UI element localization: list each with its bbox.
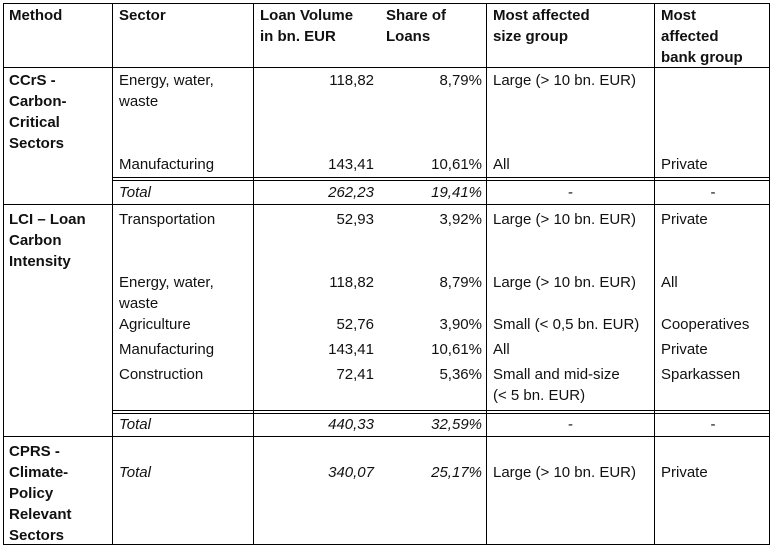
header-method: Method — [9, 7, 63, 24]
total-share: 32,59% — [431, 416, 482, 433]
total-volume: 340,07 — [328, 464, 374, 481]
header-bank-group-2: affected — [661, 28, 719, 45]
size-cell: Small (< 0,5 bn. EUR) — [493, 316, 640, 333]
total-size: - — [568, 184, 573, 201]
row-divider — [113, 410, 769, 411]
sector-cell: Agriculture — [119, 316, 191, 333]
size-cell: Small and mid-size — [493, 366, 620, 383]
volume-cell: 52,76 — [336, 316, 374, 333]
method-ccrs: Sectors — [9, 135, 65, 152]
volume-cell: 143,41 — [328, 341, 374, 358]
bank-cell: Private — [661, 464, 708, 481]
method-lci: LCI – Loan — [9, 211, 86, 228]
header-bank-group-3: bank group — [661, 49, 743, 66]
sector-cell: Energy, water, — [119, 274, 214, 291]
row-divider — [113, 413, 769, 414]
total-label: Total — [119, 416, 151, 433]
total-bank: - — [710, 416, 716, 433]
sector-cell: Construction — [119, 366, 204, 383]
sector-cell: Transportation — [119, 211, 216, 228]
bank-cell: Private — [661, 211, 708, 228]
bank-cell: Sparkassen — [661, 366, 741, 383]
header-loan-volume: Loan Volume — [260, 7, 354, 24]
total-label: Total — [119, 184, 151, 201]
row-divider — [4, 204, 769, 205]
sector-cell: Energy, water, — [119, 72, 214, 89]
method-lci: Intensity — [9, 253, 71, 270]
share-cell: 3,92% — [439, 211, 482, 228]
size-cell: All — [493, 156, 510, 173]
header-loan-volume-unit: in bn. EUR — [260, 28, 336, 45]
method-ccrs: CCrS - — [9, 72, 56, 89]
row-divider — [113, 180, 769, 181]
total-share: 19,41% — [431, 184, 482, 201]
total-volume: 262,23 — [328, 184, 374, 201]
bank-cell: Cooperatives — [661, 316, 750, 333]
size-cell: Large (> 10 bn. EUR) — [493, 72, 636, 89]
share-cell: 8,79% — [439, 274, 482, 291]
col-divider — [654, 4, 655, 544]
volume-cell: 143,41 — [328, 156, 374, 173]
size-cell: Large (> 10 bn. EUR) — [493, 274, 636, 291]
share-cell: 3,90% — [439, 316, 482, 333]
header-bank-group: Most — [661, 7, 696, 24]
total-size: - — [568, 416, 573, 433]
method-cprs: Sectors — [9, 527, 65, 544]
method-lci: Carbon — [9, 232, 62, 249]
share-cell: 5,36% — [439, 366, 482, 383]
col-divider — [253, 4, 254, 544]
sector-cell: Manufacturing — [119, 341, 215, 358]
volume-cell: 118,82 — [329, 72, 374, 89]
method-cprs: Relevant — [9, 506, 72, 523]
method-ccrs: Critical — [9, 114, 60, 131]
share-cell: 10,61% — [431, 156, 482, 173]
method-cprs: CPRS - — [9, 443, 60, 460]
header-size-group-2: size group — [493, 28, 569, 45]
bank-cell: All — [661, 274, 678, 291]
volume-cell: 118,82 — [329, 274, 374, 291]
sector-cell: waste — [119, 295, 159, 312]
header-sector: Sector — [119, 7, 166, 24]
volume-cell: 72,41 — [336, 366, 374, 383]
header-share: Share of — [386, 7, 447, 24]
method-cprs: Climate- — [9, 464, 69, 481]
total-volume: 440,33 — [328, 416, 374, 433]
share-cell: 10,61% — [431, 341, 482, 358]
total-share: 25,17% — [431, 464, 482, 481]
header-size-group: Most affected — [493, 7, 590, 24]
volume-cell: 52,93 — [336, 211, 374, 228]
col-divider — [486, 4, 487, 544]
size-cell: Large (> 10 bn. EUR) — [493, 464, 636, 481]
total-label: Total — [119, 464, 151, 481]
method-cprs: Policy — [9, 485, 54, 502]
sector-cell: Manufacturing — [119, 156, 215, 173]
share-cell: 8,79% — [439, 72, 482, 89]
row-divider — [4, 67, 769, 68]
loan-table: Method Sector Loan Volume in bn. EUR Sha… — [3, 3, 770, 545]
size-cell: (< 5 bn. EUR) — [493, 387, 586, 404]
size-cell: All — [493, 341, 510, 358]
bank-cell: Private — [661, 341, 708, 358]
total-bank: - — [710, 184, 716, 201]
method-ccrs: Carbon- — [9, 93, 67, 110]
sector-cell: waste — [119, 93, 159, 110]
col-divider — [112, 4, 113, 544]
size-cell: Large (> 10 bn. EUR) — [493, 211, 636, 228]
header-share-2: Loans — [386, 28, 431, 45]
row-divider — [113, 177, 769, 178]
row-divider — [4, 436, 769, 437]
bank-cell: Private — [661, 156, 708, 173]
